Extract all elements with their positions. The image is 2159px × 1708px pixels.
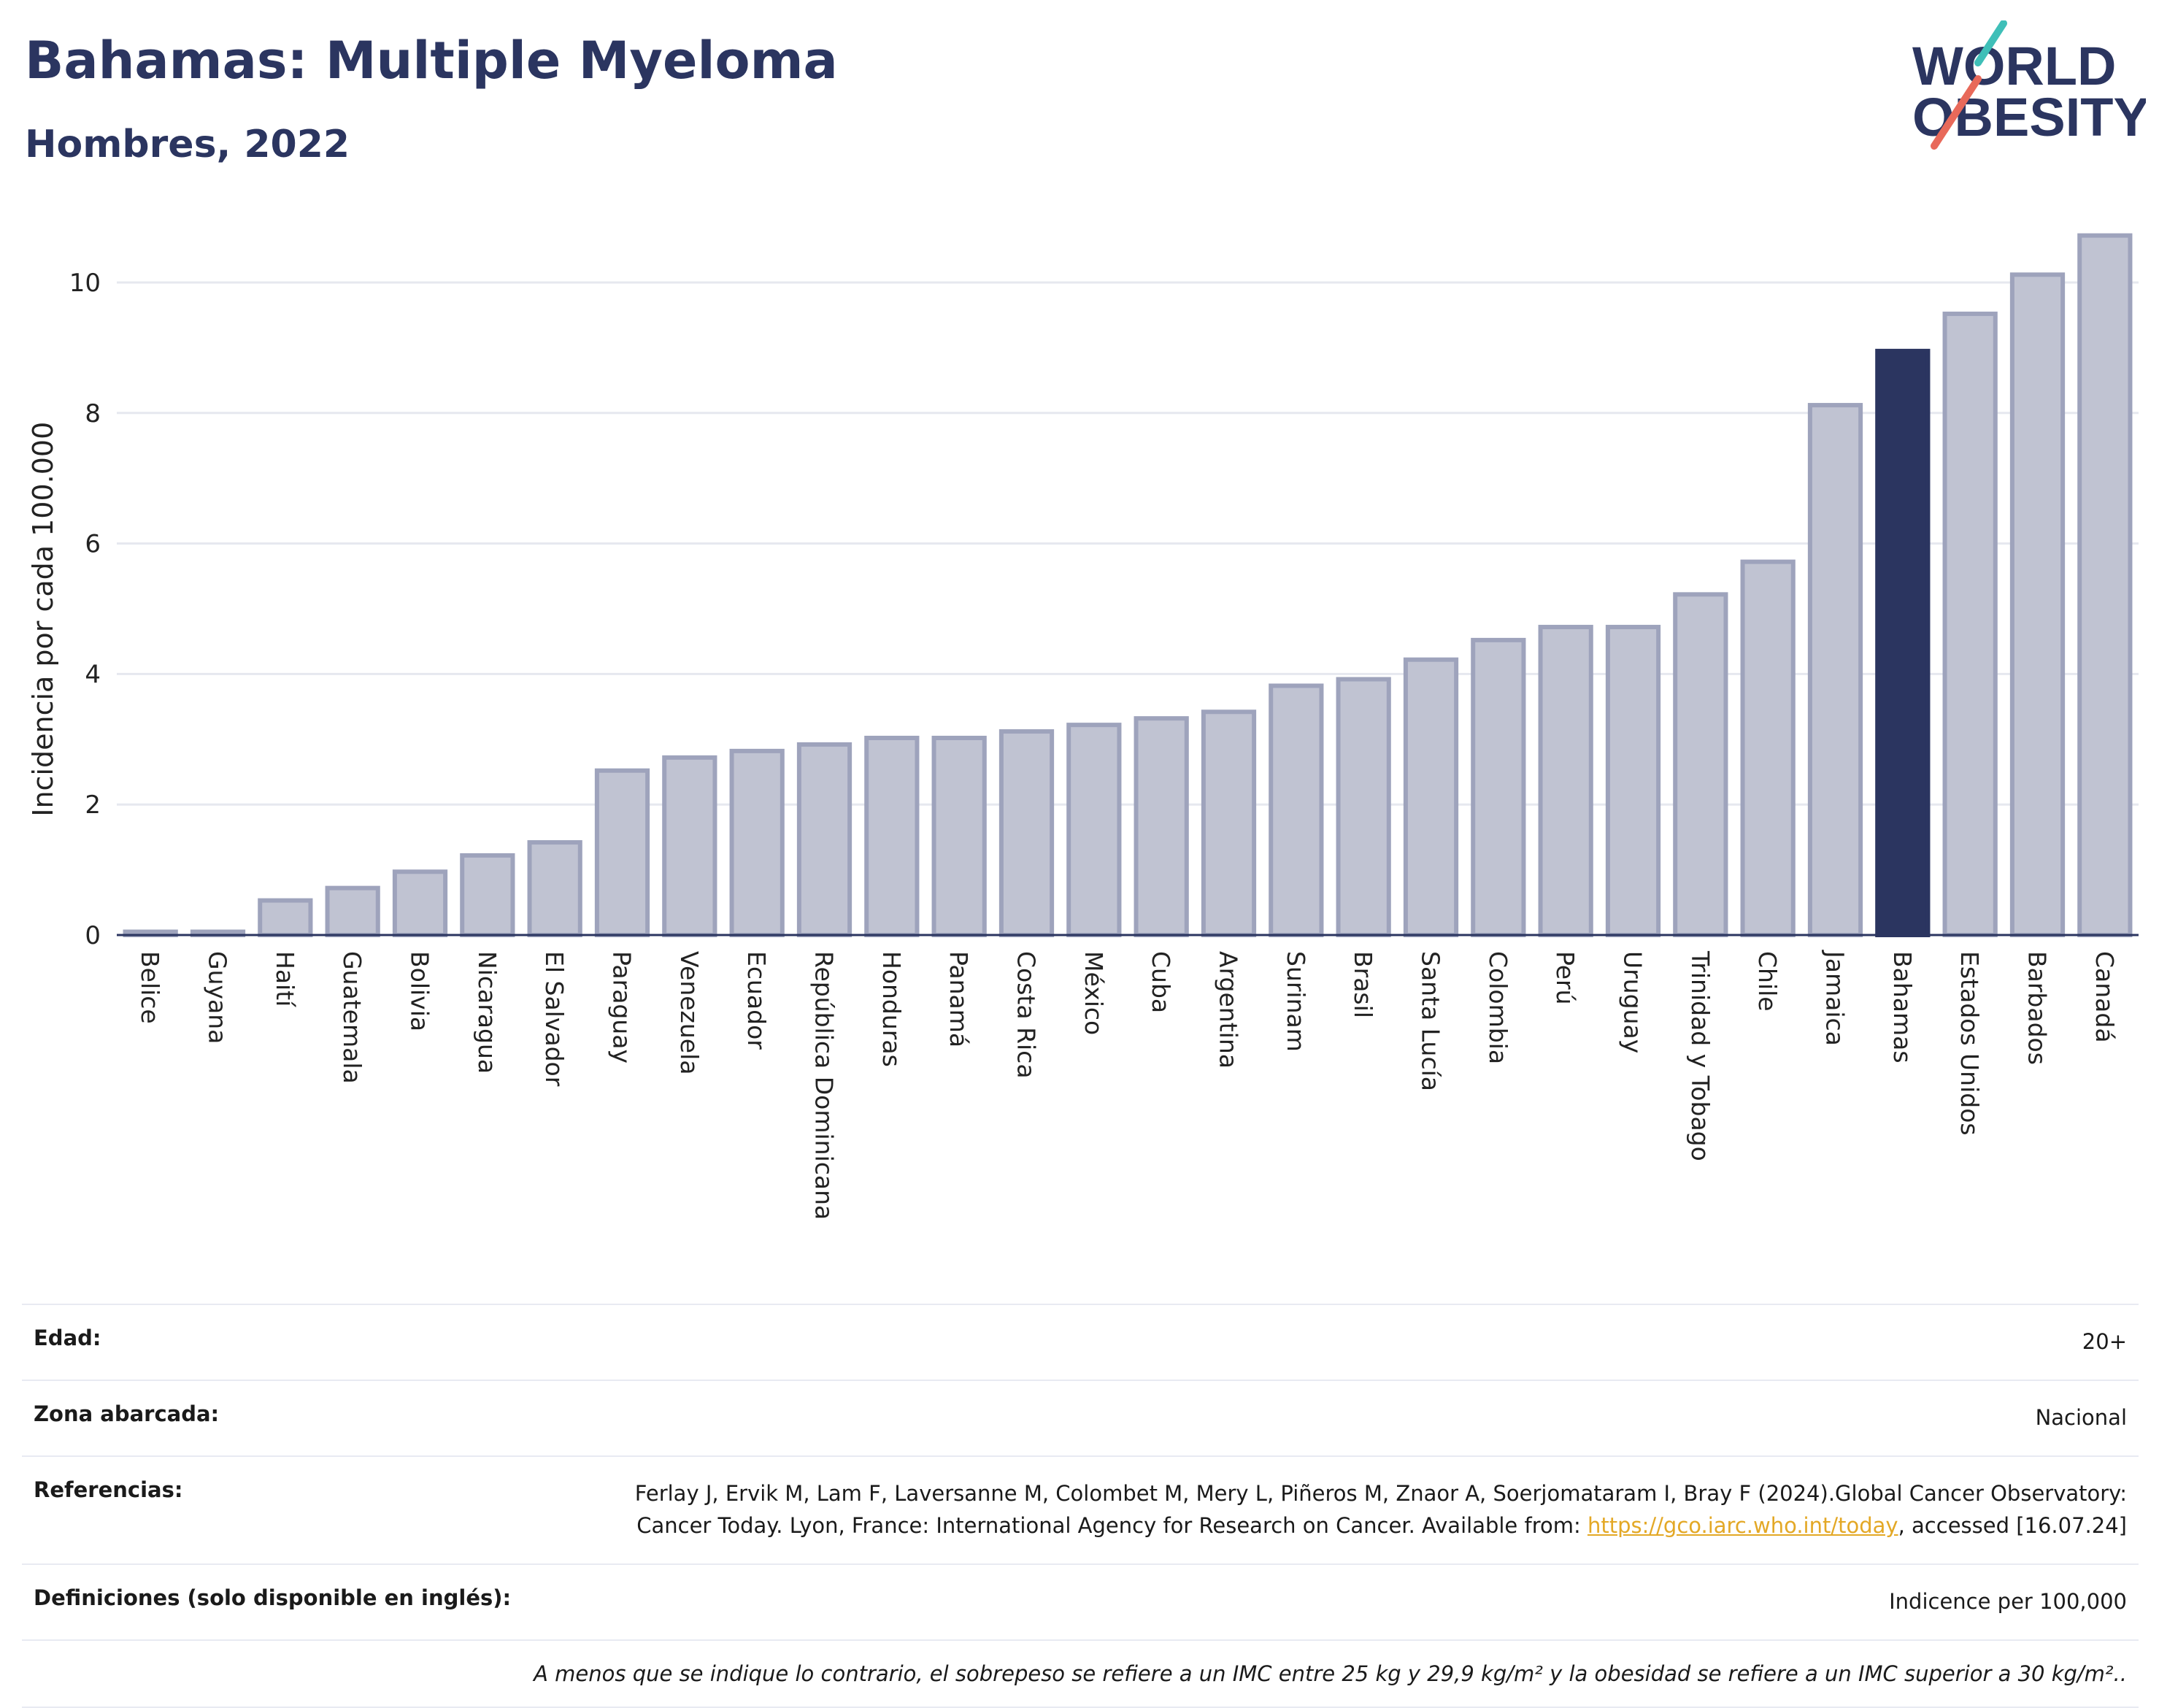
- references-value: Ferlay J, Ervik M, Lam F, Laversanne M, …: [623, 1477, 2127, 1542]
- bar: [1471, 637, 1526, 937]
- world-obesity-logo: WORLD OBESITY: [1912, 20, 2146, 150]
- bar: [1066, 723, 1122, 938]
- x-category-label: Canadá: [2090, 951, 2119, 1043]
- logo-slash-teal: [1974, 20, 2007, 66]
- references-link[interactable]: https://gco.iarc.who.int/today: [1587, 1513, 1898, 1538]
- x-category-label: Barbados: [2023, 951, 2052, 1065]
- x-category-label: Ecuador: [742, 951, 771, 1050]
- bar: [1807, 403, 1863, 937]
- x-category-label: Haití: [271, 951, 299, 1008]
- logo-slash-coral: [1931, 75, 1982, 150]
- x-category-label: Nicaragua: [473, 951, 501, 1074]
- x-category-label: Argentina: [1215, 951, 1243, 1069]
- chart-subtitle: Hombres, 2022: [25, 123, 350, 166]
- x-category-label: Guyana: [204, 951, 232, 1044]
- references-row: Referencias: Ferlay J, Ervik M, Lam F, L…: [22, 1455, 2139, 1563]
- x-category-label: Surinam: [1282, 951, 1310, 1052]
- x-category-label: Belice: [136, 951, 164, 1024]
- bar: [527, 840, 582, 937]
- bar: [1403, 657, 1459, 937]
- bar: [1336, 677, 1391, 937]
- x-category-label: El Salvador: [540, 951, 569, 1087]
- y-tick-label: 4: [85, 660, 101, 689]
- y-tick-label: 6: [85, 530, 101, 559]
- zone-value: Nacional: [2035, 1405, 2127, 1430]
- bar: [2009, 272, 2066, 938]
- bar: [1942, 311, 1998, 937]
- y-axis-label: Incidencia por cada 100.000: [27, 422, 59, 817]
- gridlines: [117, 281, 2139, 806]
- x-category-label: República Dominicana: [810, 951, 839, 1220]
- x-category-label: Colombia: [1484, 951, 1512, 1064]
- bar: [864, 736, 920, 938]
- bar: [460, 853, 515, 938]
- x-category-label: Uruguay: [1619, 951, 1647, 1053]
- x-category-label: Jamaica: [1821, 950, 1850, 1046]
- y-tick-label: 8: [85, 399, 101, 428]
- bar-chart: 0 2 4 6 8 10 Belice Guyana Haití Guatemala Bolivi…: [27, 233, 2139, 1220]
- bar: [2077, 233, 2133, 937]
- x-category-label: Costa Rica: [1012, 951, 1041, 1079]
- x-axis-labels: Belice Guyana Haití Guatemala Bolivia Nicarag…: [136, 950, 2119, 1220]
- bar: [729, 748, 785, 937]
- age-row: Edad: 20+: [22, 1304, 2139, 1380]
- y-axis-ticks: 0 2 4 6 8 10: [69, 269, 101, 950]
- x-category-label: Bolivia: [406, 951, 434, 1031]
- bar: [1201, 709, 1257, 937]
- age-value: 20+: [2082, 1329, 2127, 1354]
- bar: [1538, 625, 1593, 937]
- y-tick-label: 10: [69, 269, 101, 298]
- bar-highlight: [1875, 348, 1931, 937]
- x-category-label: Santa Lucía: [1417, 951, 1445, 1091]
- bar: [1134, 716, 1189, 938]
- info-table: Edad: 20+ Zona abarcada: Nacional Refere…: [22, 1304, 2139, 1708]
- footnote: A menos que se indique lo contrario, el …: [22, 1639, 2139, 1708]
- bar: [796, 742, 853, 938]
- references-accessed: , accessed [16.07.24]: [1898, 1513, 2127, 1538]
- x-category-label: Estados Unidos: [1955, 951, 1984, 1136]
- chart-title: Bahamas: Multiple Myeloma: [25, 31, 838, 91]
- bar: [392, 869, 448, 937]
- x-category-label: Paraguay: [608, 951, 636, 1063]
- x-category-label: México: [1080, 951, 1108, 1035]
- bar: [1269, 683, 1324, 937]
- bar: [594, 768, 650, 938]
- x-category-label: Trinidad y Tobago: [1686, 950, 1715, 1161]
- age-label: Edad:: [34, 1326, 101, 1350]
- bar: [1605, 625, 1661, 937]
- x-category-label: Bahamas: [1888, 951, 1917, 1063]
- definitions-value: Indicence per 100,000: [1889, 1589, 2127, 1614]
- x-category-label: Honduras: [877, 951, 906, 1067]
- y-tick-label: 0: [85, 921, 101, 950]
- definitions-label: Definiciones (solo disponible en inglés)…: [34, 1585, 512, 1610]
- x-category-label: Guatemala: [338, 951, 366, 1084]
- x-category-label: Cuba: [1147, 951, 1175, 1013]
- bar: [1740, 559, 1796, 938]
- bars: [123, 233, 2133, 938]
- definitions-row: Definiciones (solo disponible en inglés)…: [22, 1563, 2139, 1639]
- references-text: Ferlay J, Ervik M, Lam F, Laversanne M, …: [634, 1481, 2127, 1538]
- x-category-label: Chile: [1753, 951, 1782, 1012]
- zone-row: Zona abarcada: Nacional: [22, 1380, 2139, 1455]
- x-category-label: Perú: [1551, 951, 1579, 1005]
- bar: [998, 729, 1055, 938]
- bar: [662, 755, 717, 938]
- bar: [325, 885, 380, 937]
- x-category-label: Panamá: [944, 951, 973, 1047]
- bar: [1673, 592, 1728, 937]
- bar: [931, 736, 987, 938]
- references-label: Referencias:: [34, 1477, 183, 1502]
- bar: [258, 898, 313, 938]
- logo-word-world: WORLD: [1912, 36, 2117, 96]
- zone-label: Zona abarcada:: [34, 1401, 220, 1426]
- x-category-label: Brasil: [1349, 951, 1377, 1018]
- x-category-label: Venezuela: [675, 951, 704, 1074]
- y-tick-label: 2: [85, 790, 101, 820]
